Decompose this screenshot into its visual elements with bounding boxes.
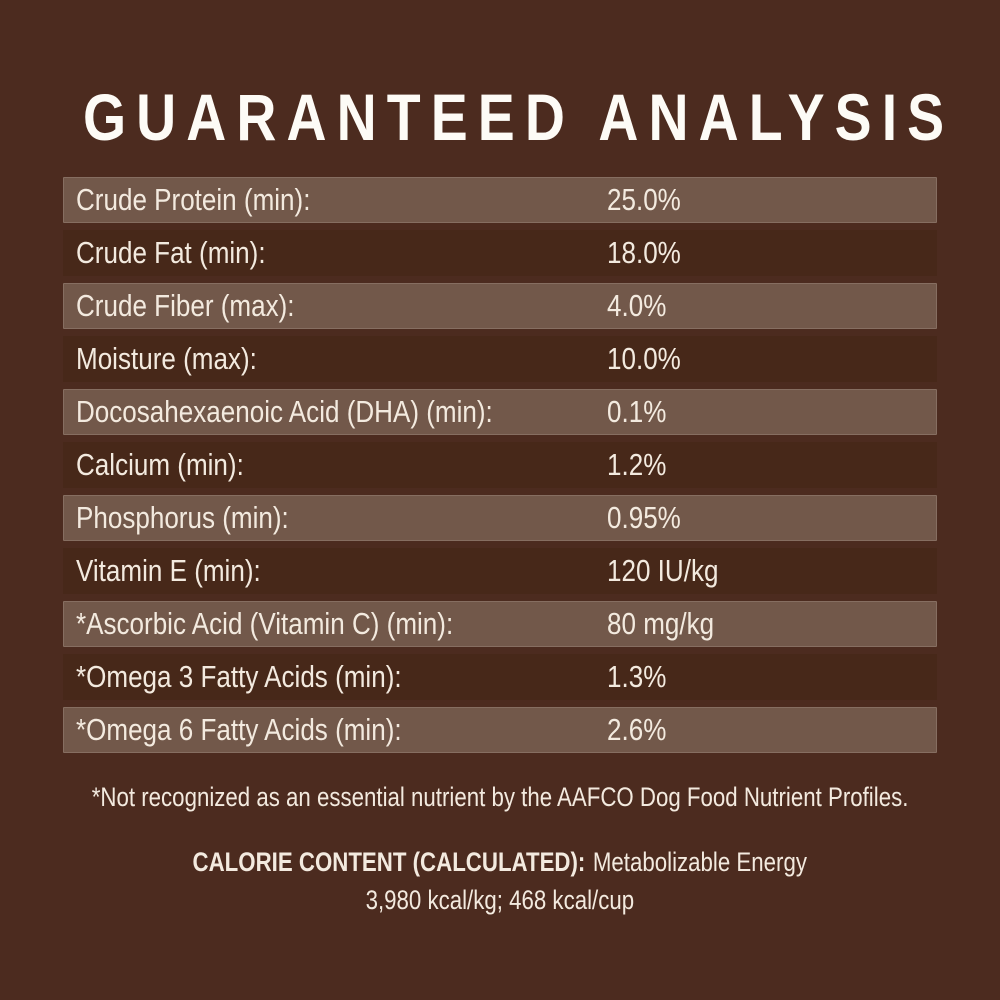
table-row: Crude Fat (min): 18.0% (63, 230, 937, 276)
table-row: *Omega 6 Fatty Acids (min): 2.6% (63, 707, 937, 753)
calorie-content: CALORIE CONTENT (CALCULATED): Metabolizab… (0, 843, 1000, 919)
footnote-text: *Not recognized as an essential nutrient… (91, 782, 909, 812)
nutrient-value: 4.0% (607, 288, 667, 323)
nutrient-value: 120 IU/kg (607, 553, 719, 588)
table-row: *Ascorbic Acid (Vitamin C) (min): 80 mg/… (63, 601, 937, 647)
nutrient-label: Docosahexaenoic Acid (DHA) (min): (76, 394, 493, 429)
nutrient-label: Crude Protein (min): (76, 182, 311, 217)
nutrient-value: 2.6% (607, 712, 667, 747)
nutrient-label: Phosphorus (min): (76, 500, 289, 535)
page-title-text: GUARANTEED ANALYSIS (82, 80, 955, 154)
table-row: Docosahexaenoic Acid (DHA) (min): 0.1% (63, 389, 937, 435)
nutrient-label: Vitamin E (min): (76, 553, 261, 588)
nutrient-value: 25.0% (607, 182, 681, 217)
nutrient-value: 0.1% (607, 394, 667, 429)
table-row: Crude Protein (min): 25.0% (63, 177, 937, 223)
table-row: Phosphorus (min): 0.95% (63, 495, 937, 541)
nutrient-label: Crude Fat (min): (76, 235, 266, 270)
nutrient-label: *Ascorbic Acid (Vitamin C) (min): (76, 606, 454, 641)
nutrient-value: 0.95% (607, 500, 681, 535)
calorie-values: 3,980 kcal/kg; 468 kcal/cup (365, 885, 635, 915)
footnote: *Not recognized as an essential nutrient… (0, 779, 1000, 815)
table-row: Moisture (max): 10.0% (63, 336, 937, 382)
calorie-heading: CALORIE CONTENT (CALCULATED): (192, 847, 586, 877)
table-row: Crude Fiber (max): 4.0% (63, 283, 937, 329)
nutrient-value: 18.0% (607, 235, 681, 270)
table-row: Calcium (min): 1.2% (63, 442, 937, 488)
calorie-line-1: CALORIE CONTENT (CALCULATED): Metabolizab… (0, 843, 1000, 881)
table-row: Vitamin E (min): 120 IU/kg (63, 548, 937, 594)
nutrient-label: Moisture (max): (76, 341, 257, 376)
nutrient-label: *Omega 6 Fatty Acids (min): (76, 712, 402, 747)
nutrient-label: Crude Fiber (max): (76, 288, 295, 323)
table-row: *Omega 3 Fatty Acids (min): 1.3% (63, 654, 937, 700)
nutrient-label: Calcium (min): (76, 447, 244, 482)
nutrient-value: 10.0% (607, 341, 681, 376)
page-title: GUARANTEED ANALYSIS (0, 84, 1000, 150)
nutrient-label: *Omega 3 Fatty Acids (min): (76, 659, 402, 694)
nutrient-value: 80 mg/kg (607, 606, 715, 641)
analysis-table: Crude Protein (min): 25.0% Crude Fat (mi… (63, 177, 937, 753)
calorie-line-2: 3,980 kcal/kg; 468 kcal/cup (0, 881, 1000, 919)
nutrient-value: 1.2% (607, 447, 667, 482)
nutrient-value: 1.3% (607, 659, 667, 694)
calorie-energy-label: Metabolizable Energy (593, 847, 808, 877)
